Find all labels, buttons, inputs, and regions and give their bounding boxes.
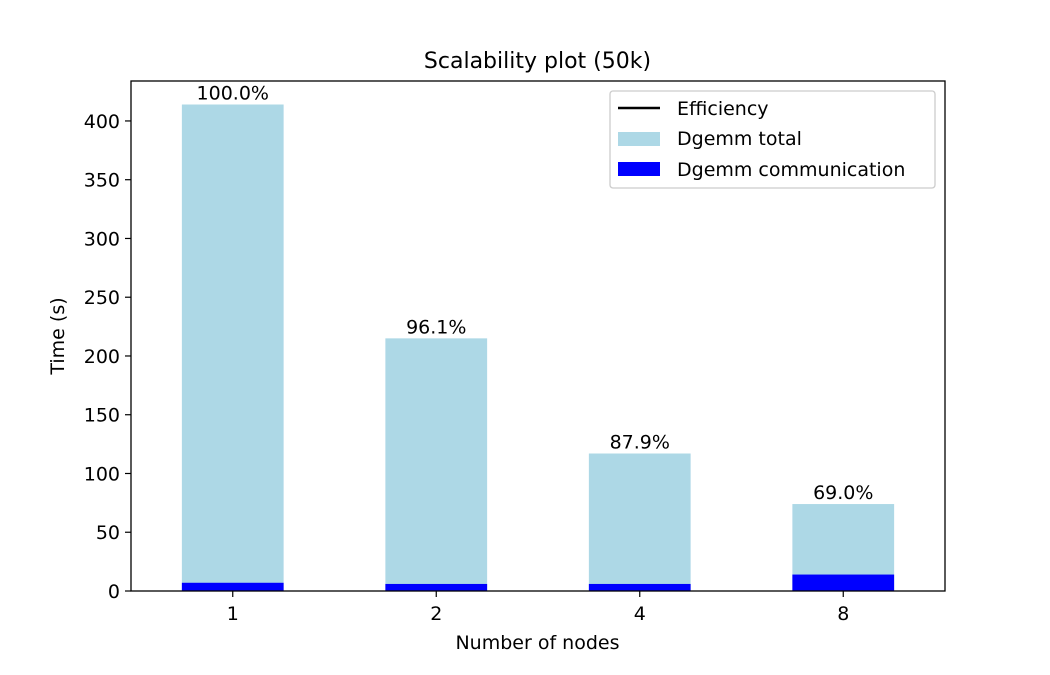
bars-group — [181, 104, 895, 591]
legend-box — [609, 90, 936, 189]
x-tick-label-2: 2 — [430, 603, 442, 625]
y-tick-label-250: 250 — [84, 287, 120, 309]
bar-dgemm-total-4 — [588, 453, 691, 591]
y-tick-label-200: 200 — [84, 346, 120, 368]
y-tick-label-100: 100 — [84, 463, 120, 485]
bar-dgemm-communication-1 — [181, 582, 284, 591]
y-axis-label: Time (s) — [47, 297, 69, 375]
legend-efficiency-label: Efficiency — [677, 98, 769, 120]
efficiency-label-1: 100.0% — [197, 83, 269, 105]
bar-labels-group: 100.0% 96.1% 87.9% 69.0% — [197, 83, 874, 505]
x-tick-label-8: 8 — [837, 603, 849, 625]
legend-total-label: Dgemm total — [677, 128, 802, 150]
legend: Efficiency Dgemm total Dgemm communicati… — [609, 90, 936, 189]
bar-dgemm-communication-4 — [588, 583, 691, 591]
bar-dgemm-total-1 — [181, 104, 284, 591]
y-axis: 0 50 100 150 200 250 300 350 400 — [84, 111, 131, 603]
bar-dgemm-communication-8 — [792, 574, 895, 591]
legend-communication-swatch — [618, 162, 660, 176]
x-axis-label: Number of nodes — [455, 632, 619, 654]
efficiency-label-2: 96.1% — [406, 316, 466, 338]
efficiency-label-4: 87.9% — [610, 432, 670, 454]
x-tick-label-4: 4 — [634, 603, 646, 625]
bar-dgemm-communication-2 — [385, 583, 488, 591]
efficiency-label-8: 69.0% — [813, 482, 873, 504]
y-tick-label-300: 300 — [84, 228, 120, 250]
x-tick-label-1: 1 — [227, 603, 239, 625]
legend-communication-label: Dgemm communication — [677, 159, 905, 181]
legend-total-swatch — [618, 132, 660, 146]
chart-title: Scalability plot (50k) — [424, 49, 651, 74]
y-tick-label-50: 50 — [96, 522, 120, 544]
y-tick-label-350: 350 — [84, 170, 120, 192]
bar-dgemm-total-2 — [385, 338, 488, 591]
y-tick-label-150: 150 — [84, 405, 120, 427]
x-axis: 1 2 4 8 — [227, 591, 849, 625]
y-tick-label-400: 400 — [84, 111, 120, 133]
plot-frame — [130, 80, 946, 592]
y-tick-label-0: 0 — [108, 581, 120, 603]
